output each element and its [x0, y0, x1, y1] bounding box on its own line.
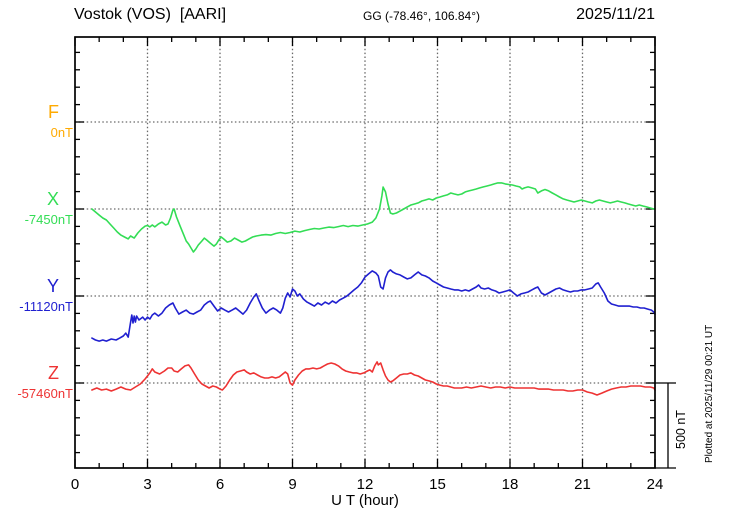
x-axis-label: U T (hour) [331, 492, 399, 509]
geographic-coords: GG (-78.46°, 106.84°) [363, 9, 480, 23]
channel-base-f: 0nT [50, 125, 73, 140]
plotted-timestamp: Plotted at 2025/11/29 00:21 UT [704, 324, 715, 463]
series-Y [91, 269, 656, 342]
channel-label-x: X [46, 189, 59, 209]
channel-label-z: Z [48, 363, 59, 383]
scale-bar [655, 382, 676, 469]
series-X [91, 182, 656, 253]
x-tick-label: 9 [288, 476, 297, 493]
grid-lines [75, 37, 655, 468]
x-tick-label: 3 [143, 476, 152, 493]
scale-bar-label: 500 nT [674, 410, 688, 449]
channel-base-x: -7450nT [24, 212, 73, 227]
station-title: Vostok (VOS) [AARI] [74, 6, 227, 23]
channel-base-y: -11120nT [19, 299, 73, 314]
x-tick-label: 24 [646, 476, 664, 493]
series-Z [91, 361, 656, 396]
plot-frame [74, 36, 656, 469]
x-tick-label: 21 [574, 476, 591, 493]
channel-label-y: Y [46, 276, 59, 296]
x-tick-label: 0 [70, 476, 80, 493]
channel-label-f: F [48, 102, 59, 122]
channel-base-z: -57460nT [17, 386, 73, 401]
x-tick-label: 12 [356, 476, 374, 493]
x-tick-label: 6 [215, 476, 225, 493]
x-tick-label: 15 [429, 476, 446, 493]
x-tick-label: 18 [501, 476, 519, 493]
plot-date: 2025/11/21 [576, 6, 655, 23]
